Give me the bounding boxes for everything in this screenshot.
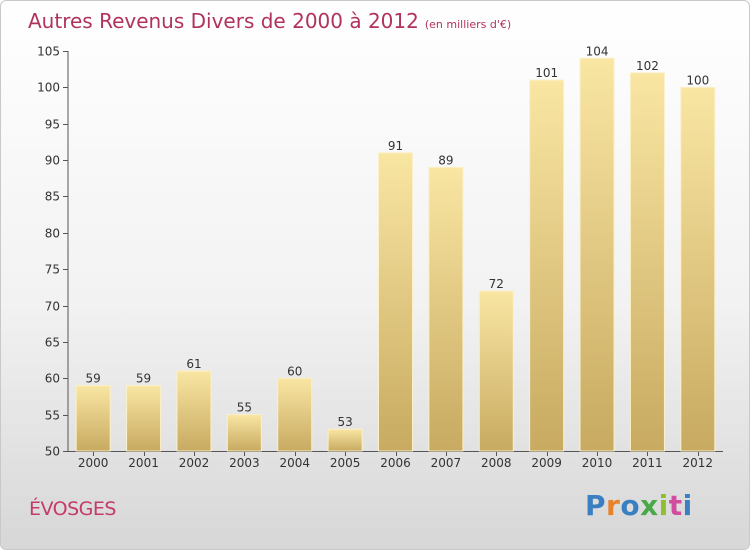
chart-title-unit: (en milliers d'€) [424,18,512,31]
y-tick-label: 85 [45,190,60,204]
data-label-2012: 100 [686,73,709,87]
y-tick-label: 50 [45,445,60,459]
commune-name: ÉVOSGES [29,498,116,520]
data-label-2008: 72 [489,277,504,291]
data-label-2003: 55 [237,401,252,415]
y-tick-label: 65 [45,336,60,350]
x-tick-label: 2002 [179,456,210,470]
x-tick-label: 2007 [431,456,462,470]
x-tick-label: 2012 [683,456,714,470]
bar-2004 [277,377,313,452]
bar-2005 [327,428,363,452]
y-tick-label: 60 [45,372,60,386]
data-label-2005: 53 [337,415,352,429]
bar-2008 [478,290,514,452]
bar-2000 [75,385,111,452]
data-label-2010: 104 [586,44,609,58]
y-tick-label: 95 [45,118,60,132]
data-label-2004: 60 [287,364,302,378]
data-label-2006: 91 [388,139,403,153]
bar-2010 [579,57,615,452]
bar-2012 [680,86,716,452]
y-tick-label: 75 [45,263,60,277]
data-labels: 59 59 61 55 60 53 91 89 72 101 104 102 100 [86,44,710,429]
bar-2009 [529,79,565,452]
y-tick-label: 100 [37,81,60,95]
chart-title: Autres Revenus Divers de 2000 à 2012 (en … [28,9,511,33]
bar-2003 [226,414,262,452]
logo-letter: i [682,489,693,522]
x-tick-label: 2005 [330,456,361,470]
bar-2006 [378,152,413,452]
logo-letter: o [620,489,641,522]
data-label-2011: 102 [636,59,659,73]
x-tick-label: 2011 [632,456,663,470]
y-tick-label: 70 [45,300,60,314]
x-tick-label: 2006 [380,456,411,470]
axes: 50 55 60 65 70 75 80 85 90 95 100 105 2000 2001 2002 20… [37,45,723,470]
y-tick-label: 90 [45,154,60,168]
y-tick-label: 105 [37,45,60,59]
data-label-2007: 89 [438,153,453,167]
data-label-2001: 59 [136,372,151,386]
bar-2001 [126,385,162,452]
bar-2011 [629,72,665,452]
logo-letter: i [658,489,669,522]
bars [75,57,716,452]
x-tick-label: 2008 [481,456,512,470]
logo-letter: x [640,489,659,522]
data-label-2000: 59 [86,372,101,386]
bar-2002 [176,370,212,452]
data-label-2002: 61 [186,357,201,371]
x-tick-label: 2004 [279,456,310,470]
x-tick-label: 2001 [128,456,159,470]
x-tick-label: 2010 [582,456,613,470]
y-tick-label: 80 [45,227,60,241]
logo-letter: t [668,489,683,522]
y-tick-label: 55 [45,409,60,423]
proxiti-logo[interactable]: Proxiti [585,489,693,522]
chart-title-main: Autres Revenus Divers de 2000 à 2012 [28,9,419,33]
x-tick-label: 2003 [229,456,260,470]
logo-letter: P [585,489,607,522]
bar-2007 [428,166,464,452]
x-tick-label: 2009 [531,456,562,470]
logo-letter: r [606,489,621,522]
data-label-2009: 101 [535,66,558,80]
x-tick-label: 2000 [78,456,109,470]
